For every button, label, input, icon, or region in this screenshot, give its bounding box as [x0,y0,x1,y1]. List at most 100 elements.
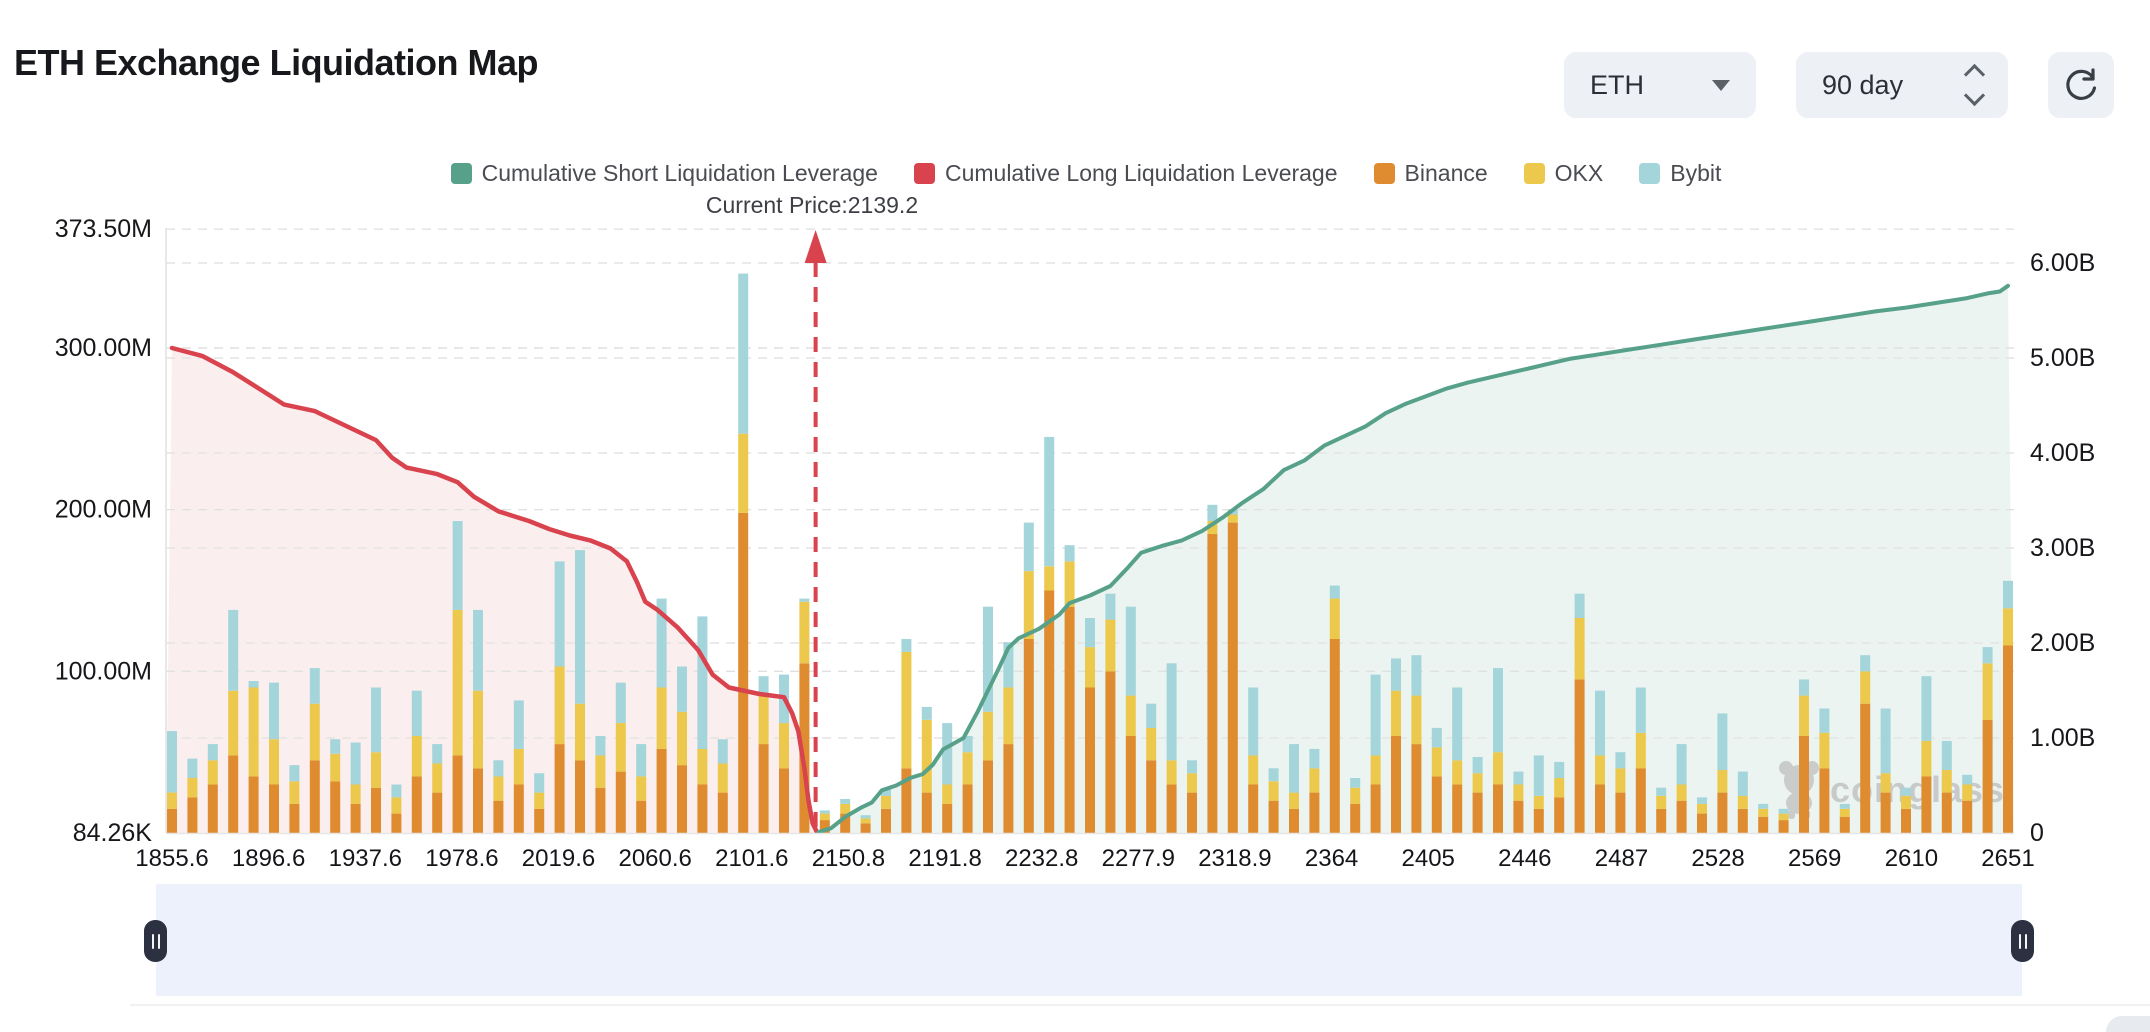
bar-stack[interactable] [187,758,198,833]
bar-segment-okx[interactable] [1391,690,1401,736]
bar-stack[interactable] [738,273,749,833]
symbol-select[interactable]: ETH [1564,52,1756,118]
bar-segment-bybit[interactable] [697,616,708,749]
bar-segment-okx[interactable] [187,778,198,798]
bar-stack[interactable] [1329,585,1340,833]
bar-segment-binance[interactable] [1697,813,1707,833]
bar-stack[interactable] [350,742,361,834]
bar-segment-okx[interactable] [615,723,626,772]
bar-segment-okx[interactable] [350,784,361,804]
bar-segment-okx[interactable] [248,687,259,777]
bar-segment-bybit[interactable] [1309,748,1320,769]
bar-segment-bybit[interactable] [1350,778,1361,788]
bar-segment-bybit[interactable] [269,682,279,740]
bar-segment-bybit[interactable] [207,744,218,761]
bar-segment-okx[interactable] [1472,773,1483,793]
bar-segment-okx[interactable] [738,433,749,513]
bar-stack[interactable] [513,700,524,834]
bar-stack[interactable] [1125,606,1136,833]
bar-stack[interactable] [1860,655,1871,833]
bar-stack[interactable] [1207,504,1218,833]
bar-stack[interactable] [1982,647,1993,833]
bar-stack[interactable] [1513,771,1524,833]
bar-segment-okx[interactable] [1941,770,1952,793]
bar-segment-binance[interactable] [1309,792,1320,833]
bar-segment-binance[interactable] [1166,784,1177,834]
bar-segment-okx[interactable] [513,748,524,785]
legend-item-bybit[interactable]: Bybit [1639,160,1721,187]
bar-stack[interactable] [1758,803,1769,833]
bar-segment-okx[interactable] [1125,695,1136,736]
bar-segment-okx[interactable] [1227,514,1238,523]
bar-segment-bybit[interactable] [228,609,239,691]
bar-segment-binance[interactable] [411,776,422,833]
bar-stack[interactable] [1003,642,1014,833]
bar-segment-binance[interactable] [1635,768,1646,833]
bar-segment-bybit[interactable] [309,668,320,704]
bar-stack[interactable] [575,550,585,834]
bar-segment-okx[interactable] [1758,808,1769,817]
bar-segment-binance[interactable] [1839,816,1850,833]
bar-segment-binance[interactable] [1105,671,1116,833]
bar-segment-binance[interactable] [1023,639,1034,833]
bar-segment-bybit[interactable] [881,789,891,796]
bar-segment-okx[interactable] [1839,808,1850,817]
bar-segment-okx[interactable] [228,690,239,756]
bar-segment-bybit[interactable] [1472,757,1483,774]
bar-segment-binance[interactable] [860,823,871,833]
bar-stack[interactable] [1472,757,1483,833]
bar-segment-bybit[interactable] [1268,768,1279,782]
navigator-right-handle[interactable] [2011,920,2034,962]
bar-stack[interactable] [411,690,422,833]
legend-item-binance[interactable]: Binance [1373,160,1488,187]
bar-segment-bybit[interactable] [1452,687,1463,761]
bar-segment-binance[interactable] [1656,808,1667,834]
bar-segment-bybit[interactable] [513,700,524,749]
bar-segment-binance[interactable] [207,784,218,834]
bar-segment-bybit[interactable] [717,739,728,764]
bar-stack[interactable] [1085,618,1095,833]
bar-stack[interactable] [1105,593,1116,833]
refresh-button[interactable] [2048,52,2114,118]
bar-segment-bybit[interactable] [350,742,361,785]
bar-segment-okx[interactable] [1799,695,1809,736]
bar-stack[interactable] [962,736,973,833]
bar-segment-okx[interactable] [473,690,483,769]
bar-stack[interactable] [1289,744,1299,834]
bar-segment-bybit[interactable] [1839,803,1850,809]
bar-stack[interactable] [1717,713,1728,833]
bar-segment-okx[interactable] [1268,781,1279,801]
bar-segment-okx[interactable] [1329,598,1340,639]
bar-stack[interactable] [1595,690,1605,833]
bar-segment-binance[interactable] [1452,784,1463,834]
bar-stack[interactable] [1574,593,1585,833]
bar-stack[interactable] [881,789,891,834]
bar-segment-bybit[interactable] [1105,593,1116,620]
bar-segment-okx[interactable] [2003,608,2013,646]
bar-segment-binance[interactable] [1207,533,1218,833]
bar-stack[interactable] [717,739,728,833]
bar-segment-binance[interactable] [513,784,524,834]
bar-segment-binance[interactable] [758,744,769,833]
bar-segment-okx[interactable] [1982,663,1993,720]
bar-segment-bybit[interactable] [1085,618,1095,648]
bar-segment-bybit[interactable] [1044,436,1055,567]
bar-segment-bybit[interactable] [1758,803,1769,809]
bar-segment-bybit[interactable] [493,760,504,777]
bar-segment-okx[interactable] [1044,566,1055,591]
bar-segment-binance[interactable] [983,760,993,834]
bar-segment-bybit[interactable] [1595,690,1605,756]
bar-segment-bybit[interactable] [534,773,545,793]
bar-stack[interactable] [1676,744,1687,833]
bar-segment-okx[interactable] [1697,803,1707,814]
bar-segment-okx[interactable] [962,752,973,785]
bar-segment-okx[interactable] [1105,619,1116,672]
bar-stack[interactable] [1880,708,1891,834]
navigator-left-handle[interactable] [144,920,167,962]
bar-segment-binance[interactable] [228,755,239,833]
bar-segment-bybit[interactable] [738,273,749,434]
bar-segment-bybit[interactable] [840,799,851,804]
bar-segment-binance[interactable] [330,781,341,833]
bar-stack[interactable] [656,598,667,833]
bar-segment-bybit[interactable] [942,723,953,785]
